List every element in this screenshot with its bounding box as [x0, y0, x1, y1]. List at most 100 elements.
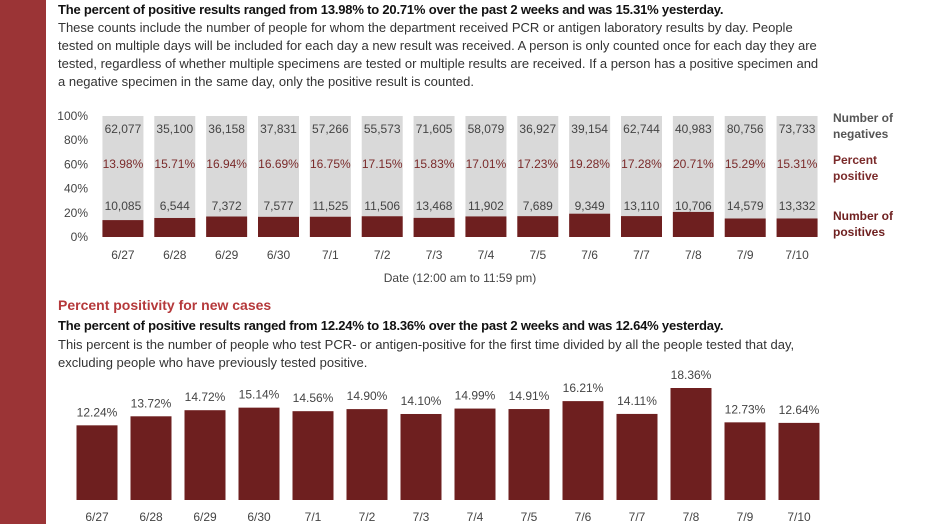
positivity-bar — [400, 413, 442, 500]
negatives-bar — [154, 116, 196, 218]
negatives-value-label: 62,077 — [105, 122, 142, 136]
positivity-bar — [670, 388, 712, 500]
y-tick-label: 60% — [64, 157, 88, 171]
positivity-value-label: 14.91% — [509, 389, 550, 403]
positivity-value-label: 12.64% — [779, 403, 820, 417]
positives-value-label: 14,579 — [727, 199, 764, 213]
top-description-line: a negative specimen in the same day, onl… — [58, 74, 474, 89]
positivity-value-label: 15.14% — [239, 388, 280, 402]
positivity-value-label: 12.24% — [77, 405, 118, 419]
negatives-value-label: 36,927 — [519, 122, 556, 136]
positives-value-label: 11,525 — [312, 199, 348, 213]
x-tick-label: 7/6 — [575, 510, 592, 524]
positivity-value-label: 13.72% — [131, 396, 172, 410]
y-tick-label: 80% — [64, 133, 88, 147]
positives-bar — [206, 216, 248, 237]
positives-bar — [724, 218, 766, 237]
positives-value-label: 7,689 — [523, 199, 553, 213]
y-tick-label: 100% — [57, 109, 88, 123]
x-tick-label: 7/1 — [322, 248, 339, 262]
x-tick-label: 7/3 — [426, 248, 443, 262]
positivity-bar — [616, 413, 658, 500]
percent-positive-label: 15.83% — [414, 157, 455, 171]
percent-positive-label: 15.71% — [154, 157, 195, 171]
negatives-bar — [413, 116, 455, 218]
negatives-value-label: 36,158 — [208, 122, 245, 136]
positives-bar — [776, 218, 818, 237]
percent-positive-label: 20.71% — [673, 157, 714, 171]
x-tick-label: 7/5 — [521, 510, 538, 524]
positivity-value-label: 12.73% — [725, 402, 766, 416]
positives-bar — [102, 220, 144, 237]
positivity-bar — [184, 410, 226, 500]
positivity-value-label: 14.56% — [293, 391, 334, 405]
negatives-bar — [309, 116, 351, 217]
legend-percent-line1: Percent — [833, 153, 877, 167]
section-title: Percent positivity for new cases — [58, 297, 272, 313]
percent-positive-label: 13.98% — [103, 157, 144, 171]
positives-bar — [621, 216, 662, 237]
x-tick-label: 7/10 — [785, 248, 809, 262]
bottom-description: This percent is the number of people who… — [58, 336, 888, 372]
report-content: The percent of positive results ranged f… — [58, 0, 928, 524]
negatives-bar — [517, 116, 559, 217]
x-tick-label: 7/3 — [413, 510, 430, 524]
x-tick-label: 7/8 — [683, 510, 700, 524]
x-tick-label: 7/2 — [359, 510, 376, 524]
negatives-value-label: 35,100 — [156, 122, 193, 136]
negatives-bar — [724, 116, 766, 219]
positivity-value-label: 14.10% — [401, 394, 442, 408]
x-tick-label: 6/30 — [247, 510, 271, 524]
positives-value-label: 7,577 — [263, 199, 293, 213]
positivity-bar — [346, 409, 388, 500]
percent-positive-label: 17.01% — [466, 157, 507, 171]
negatives-value-label: 55,573 — [364, 122, 401, 136]
positives-bar — [258, 216, 299, 237]
x-tick-label: 7/7 — [633, 248, 650, 262]
x-tick-label: 6/27 — [111, 248, 135, 262]
negatives-bar — [621, 116, 662, 217]
legend-negatives-line2: negatives — [833, 127, 889, 141]
positives-bar — [569, 213, 611, 237]
negatives-value-label: 58,079 — [468, 122, 505, 136]
percent-positive-label: 16.75% — [310, 157, 351, 171]
positivity-value-label: 18.36% — [671, 368, 712, 382]
accent-strip — [0, 0, 46, 524]
positivity-bar — [292, 411, 334, 500]
negatives-value-label: 73,733 — [779, 122, 816, 136]
legend-percent-line2: positive — [833, 169, 879, 183]
positives-value-label: 7,372 — [212, 199, 242, 213]
x-tick-label: 7/10 — [787, 510, 811, 524]
negatives-value-label: 71,605 — [416, 122, 453, 136]
positives-bar — [672, 211, 714, 237]
negatives-bar — [465, 116, 507, 217]
positives-value-label: 6,544 — [160, 199, 190, 213]
negatives-value-label: 80,756 — [727, 122, 764, 136]
negatives-value-label: 57,266 — [312, 122, 349, 136]
percent-positive-label: 17.23% — [517, 157, 558, 171]
percent-positive-label: 17.28% — [621, 157, 662, 171]
negatives-bar — [776, 116, 818, 219]
x-tick-label: 7/9 — [737, 510, 754, 524]
x-tick-label: 7/4 — [467, 510, 484, 524]
negatives-value-label: 40,983 — [675, 122, 712, 136]
positives-bar — [517, 216, 559, 237]
percent-positive-label: 15.29% — [725, 157, 766, 171]
negatives-bar — [206, 116, 248, 217]
positives-bar — [154, 217, 196, 237]
bottom-headline: The percent of positive results ranged f… — [58, 318, 724, 333]
bottom-description-line: excluding people who have previously tes… — [58, 355, 368, 370]
positivity-bar — [76, 425, 118, 500]
y-tick-label: 40% — [64, 182, 88, 196]
bottom-description-line: This percent is the number of people who… — [58, 337, 795, 352]
positives-value-label: 11,506 — [364, 199, 400, 213]
x-axis-label: Date (12:00 am to 11:59 pm) — [384, 271, 537, 285]
x-tick-label: 7/6 — [581, 248, 598, 262]
legend-positives-line1: Number of — [833, 209, 894, 223]
positivity-bar — [238, 407, 280, 500]
x-tick-label: 7/9 — [737, 248, 754, 262]
x-tick-label: 6/30 — [267, 248, 291, 262]
positivity-bar — [130, 416, 172, 500]
